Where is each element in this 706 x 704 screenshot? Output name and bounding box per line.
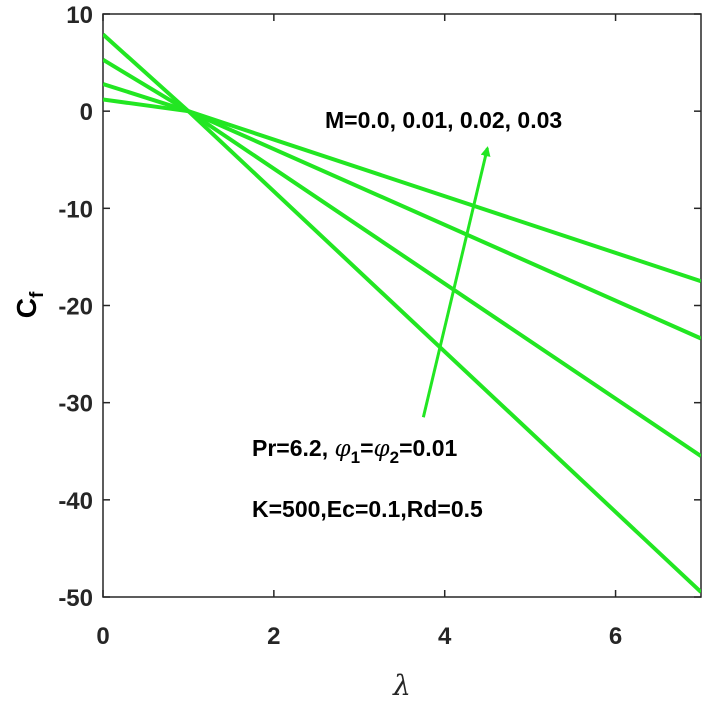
- equals-sign: =: [360, 435, 373, 461]
- x-tick-label: 2: [267, 623, 280, 650]
- annotation-arrow: [421, 146, 491, 418]
- y-tick-label: 10: [66, 2, 93, 29]
- y-tick-label: -40: [58, 488, 93, 515]
- phi2-subscript: 2: [390, 448, 399, 467]
- y-axis-label: Cf: [11, 291, 48, 318]
- annotation-pr-phi: Pr=6.2, φ1=φ2=0.01: [252, 435, 457, 467]
- y-tick-label: -30: [58, 391, 93, 418]
- annotation-params: K=500,Ec=0.1,Rd=0.5: [252, 496, 483, 522]
- y-tick-label: -20: [58, 294, 93, 321]
- y-tick-label: -50: [58, 585, 93, 612]
- pr-text: Pr=6.2,: [252, 435, 334, 461]
- y-axis-label-main: C: [11, 298, 42, 318]
- svg-text:Cf: Cf: [11, 291, 48, 318]
- x-tick-label: 4: [438, 623, 452, 650]
- annotation-m-values: M=0.0, 0.01, 0.02, 0.03: [325, 107, 562, 133]
- y-axis-label-sub: f: [27, 291, 48, 298]
- y-tick-label: -10: [58, 196, 93, 223]
- x-tick-label: 0: [96, 623, 109, 650]
- phi-value: =0.01: [399, 435, 457, 461]
- y-axis: 10 0 -10 -20 -30 -40 -50: [58, 2, 701, 612]
- series-group: [103, 32, 701, 594]
- x-tick-label: 6: [609, 623, 622, 650]
- x-axis: 0 2 4 6: [96, 14, 622, 650]
- series-line-4: [103, 32, 701, 594]
- y-tick-label: 0: [80, 99, 93, 126]
- phi1-subscript: 1: [351, 448, 360, 467]
- x-axis-label: λ: [392, 669, 411, 702]
- phi2-symbol: φ: [374, 436, 391, 462]
- phi1-symbol: φ: [334, 436, 351, 462]
